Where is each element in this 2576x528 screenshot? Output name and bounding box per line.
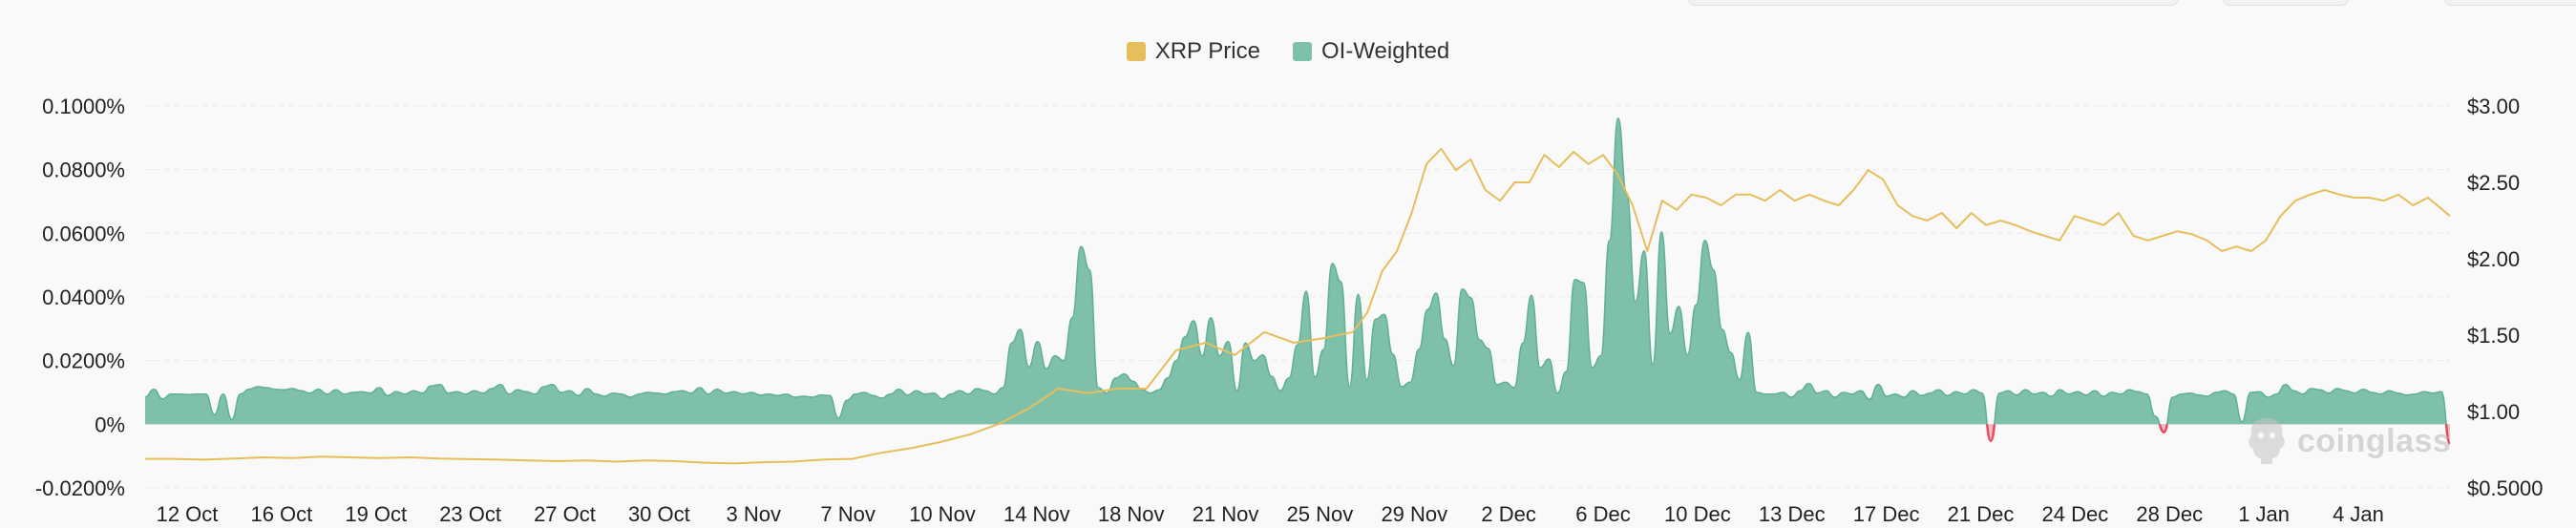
chart-gridlines <box>145 105 2450 489</box>
xrp-price-series <box>145 147 2451 465</box>
legend-item-price[interactable]: XRP Price <box>1126 38 1260 65</box>
chart-legend: XRP Price OI-Weighted <box>0 38 2576 65</box>
right-axis-tick-label: $3.00 <box>2467 95 2520 118</box>
left-axis-tick-label: 0.1000% <box>42 95 125 118</box>
left-axis-ticks: -0.0200% 0% 0.0200% 0.0400% 0.0600% 0.0800% 0.… <box>35 95 125 500</box>
oi-line-positive <box>145 116 2447 425</box>
right-axis-tick-label: $1.50 <box>2467 324 2520 348</box>
left-axis-tick-label: 0% <box>95 412 125 436</box>
x-axis-tick-label: 6 Dec <box>1575 502 1630 526</box>
legend-label-price: XRP Price <box>1154 38 1260 64</box>
x-axis-tick-label: 30 Oct <box>628 502 690 526</box>
right-axis-tick-label: $2.00 <box>2467 247 2520 271</box>
left-axis-tick-label: 0.0200% <box>42 349 125 373</box>
xrp-price-line <box>145 147 2451 465</box>
x-axis-tick-label: 21 Nov <box>1193 502 1259 526</box>
x-axis-tick-label: 23 Oct <box>439 502 501 526</box>
x-axis-tick-label: 18 Nov <box>1098 502 1165 526</box>
x-axis-tick-label: 10 Dec <box>1664 502 1731 526</box>
x-axis-tick-label: 25 Nov <box>1287 502 1354 526</box>
x-axis-tick-label: 1 Jan <box>2238 502 2290 526</box>
oi-area-positive <box>145 117 2450 425</box>
left-axis-tick-label: 0.0600% <box>42 222 125 245</box>
x-axis-tick-label: 28 Dec <box>2136 502 2203 526</box>
coinglass-logo-icon <box>2249 418 2285 464</box>
right-axis-tick-label: $2.50 <box>2467 171 2520 195</box>
right-axis-tick-label: $1.00 <box>2467 400 2520 424</box>
legend-item-oi[interactable]: OI-Weighted <box>1292 38 1450 65</box>
left-axis-tick-label: -0.0200% <box>35 476 125 500</box>
x-axis-tick-label: 21 Dec <box>1948 502 2015 526</box>
legend-swatch-price <box>1126 42 1146 61</box>
x-axis-tick-label: 10 Nov <box>909 502 976 526</box>
legend-label-oi: OI-Weighted <box>1320 38 1450 64</box>
right-axis-ticks: $0.5000 $1.00 $1.50 $2.00 $2.50 $3.00 <box>2467 95 2544 500</box>
x-axis-tick-label: 27 Oct <box>534 502 596 526</box>
oi-weighted-series <box>145 116 2452 445</box>
legend-swatch-oi <box>1292 42 1312 61</box>
left-axis-tick-label: 0.0400% <box>42 285 125 309</box>
x-axis-tick-label: 2 Dec <box>1481 502 1535 526</box>
x-axis-tick-label: 4 Jan <box>2333 502 2384 526</box>
x-axis-tick-label: 13 Dec <box>1759 502 1826 526</box>
left-axis-tick-label: 0.0800% <box>42 158 125 182</box>
x-axis-tick-label: 12 Oct <box>157 502 219 526</box>
x-axis-tick-label: 7 Nov <box>820 502 875 526</box>
right-axis-tick-label: $0.5000 <box>2467 476 2544 500</box>
x-axis-tick-label: 24 Dec <box>2042 502 2109 526</box>
watermark-text: coinglass <box>2297 422 2452 459</box>
x-axis-tick-label: 3 Nov <box>726 502 780 526</box>
x-axis-tick-label: 19 Oct <box>345 502 407 526</box>
x-axis-tick-label: 16 Oct <box>250 502 312 526</box>
x-axis-tick-label: 29 Nov <box>1381 502 1447 526</box>
x-axis-tick-label: 14 Nov <box>1003 502 1070 526</box>
x-axis-tick-label: 17 Dec <box>1853 502 1920 526</box>
x-axis-ticks: 12 Oct 16 Oct 19 Oct 23 Oct 27 Oct 30 Oct 3 No… <box>157 502 2384 526</box>
coinglass-watermark: coinglass <box>2246 416 2451 466</box>
